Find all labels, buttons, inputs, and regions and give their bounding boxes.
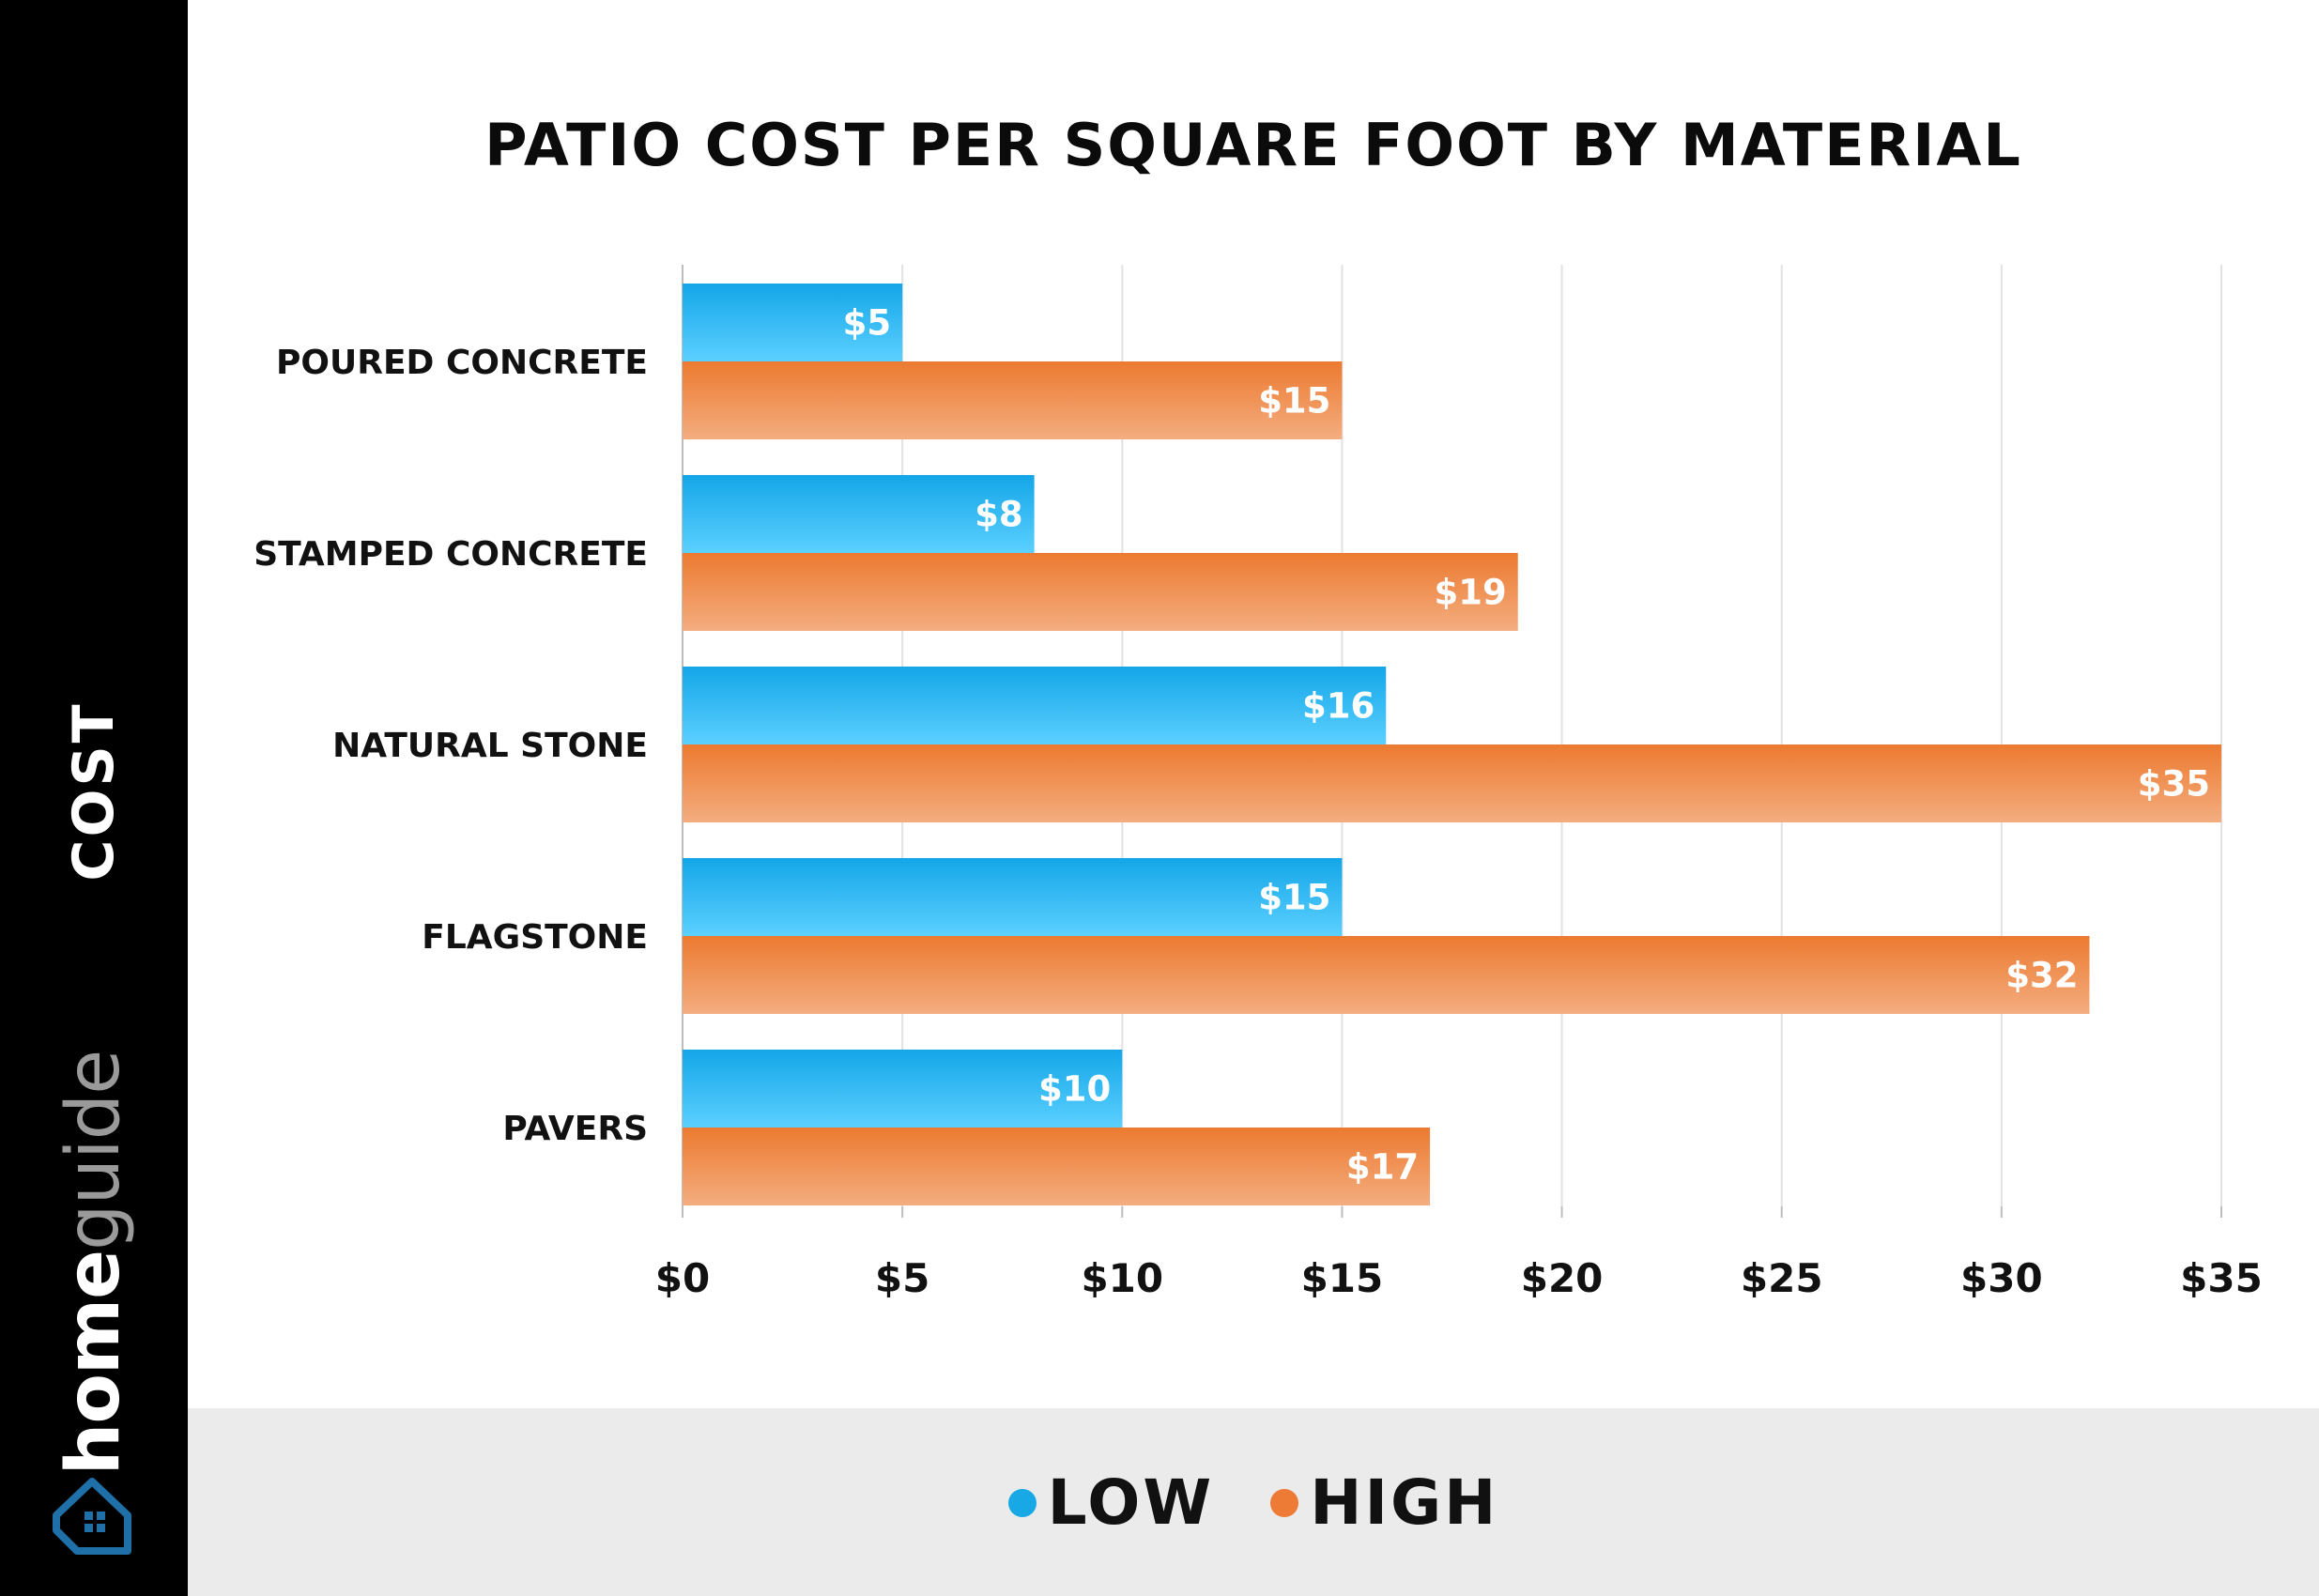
legend-item-high: HIGH <box>1270 1466 1498 1539</box>
x-tick-label: $15 <box>1301 1255 1384 1301</box>
bar-low <box>683 284 903 361</box>
bar-high <box>683 936 2090 1014</box>
legend: LOW HIGH <box>188 1466 2319 1539</box>
x-tick-label: $20 <box>1521 1255 1604 1301</box>
category-label: STAMPED CONCRETE <box>253 535 648 574</box>
bar-low <box>683 475 1035 553</box>
legend-dot-low <box>1007 1488 1037 1517</box>
bar-value-label: $10 <box>1038 1069 1111 1110</box>
x-tick-label: $25 <box>1741 1255 1823 1301</box>
bar-value-label: $15 <box>1258 381 1330 422</box>
x-tick-label: $30 <box>1960 1255 2043 1301</box>
bar-value-label: $16 <box>1302 686 1375 727</box>
bar-low <box>683 858 1343 936</box>
bars <box>683 284 2221 1205</box>
bar-high <box>683 361 1343 439</box>
x-tick-label: $35 <box>2180 1255 2263 1301</box>
bar-high <box>683 1128 1431 1205</box>
x-tick-label: $10 <box>1081 1255 1163 1301</box>
bar-value-label: $19 <box>1435 573 1507 613</box>
bar-chart: $0 $5 $10 $15 $20 $25 $30 $35 POURED CONCRETE $5 $… <box>253 265 2263 1302</box>
bar-value-label: $32 <box>2005 956 2078 996</box>
bar-value-label: $17 <box>1346 1147 1419 1188</box>
bar-low <box>683 1050 1123 1128</box>
category-label: FLAGSTONE <box>422 918 648 957</box>
bar-value-label: $35 <box>2138 764 2210 805</box>
category-label: POURED CONCRETE <box>276 344 648 382</box>
legend-dot-high <box>1270 1488 1299 1517</box>
x-tick-label: $0 <box>655 1255 710 1301</box>
legend-band: LOW HIGH <box>188 1408 2319 1596</box>
legend-label-low: LOW <box>1047 1466 1215 1539</box>
legend-item-low: LOW <box>1007 1466 1215 1539</box>
sidebar: COST homeguide <box>0 0 188 1596</box>
x-tick-label: $5 <box>875 1255 929 1301</box>
bar-high <box>683 744 2221 822</box>
bar-value-label: $8 <box>975 495 1023 535</box>
bar-high <box>683 553 1518 631</box>
chart-title: PATIO COST PER SQUARE FOOT BY MATERIAL <box>484 111 2022 179</box>
legend-label-high: HIGH <box>1310 1466 1499 1539</box>
house-icon <box>53 1478 131 1555</box>
bar-value-label: $5 <box>843 303 892 344</box>
labels: $0 $5 $10 $15 $20 $25 $30 $35 POURED CONCRETE $5 $… <box>253 303 2263 1302</box>
bar-low <box>683 667 1387 744</box>
category-label: NATURAL STONE <box>332 727 648 765</box>
category-label: PAVERS <box>502 1110 648 1148</box>
bar-value-label: $15 <box>1258 878 1330 918</box>
